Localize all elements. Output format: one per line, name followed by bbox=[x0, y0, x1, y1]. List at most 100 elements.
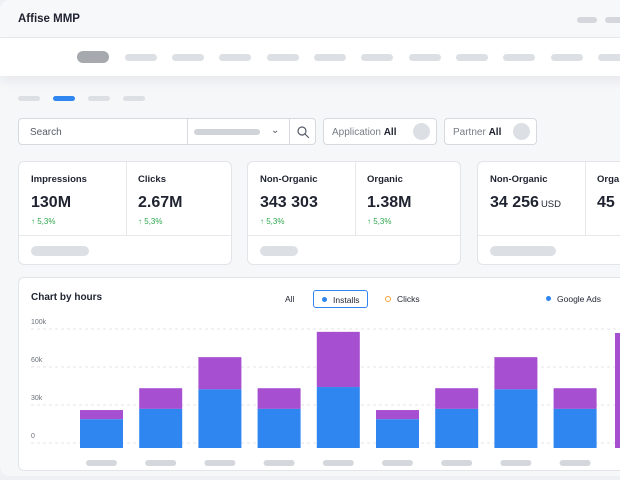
bar-installs[interactable] bbox=[553, 408, 597, 448]
bar-installs[interactable] bbox=[435, 408, 479, 448]
bar-clicks-partial[interactable] bbox=[615, 333, 620, 448]
bar-clicks[interactable] bbox=[435, 388, 479, 409]
bar-installs[interactable] bbox=[376, 419, 419, 448]
subtab[interactable] bbox=[123, 96, 145, 101]
metric-change: ↑ 5,3% bbox=[367, 217, 392, 226]
chart-card: Chart by hours All Installs Clicks Googl… bbox=[18, 277, 620, 471]
application-filter-text: Application All bbox=[332, 127, 396, 138]
x-tick-placeholder bbox=[86, 460, 117, 466]
bar-clicks[interactable] bbox=[494, 357, 538, 390]
legend-clicks[interactable]: Clicks bbox=[385, 290, 420, 308]
metric-value-number: 2.67M bbox=[138, 194, 183, 211]
bar-installs[interactable] bbox=[80, 419, 123, 448]
subtab-active[interactable] bbox=[53, 96, 75, 101]
metric-name: Organic bbox=[367, 174, 403, 185]
search-icon[interactable] bbox=[296, 125, 310, 139]
x-tick-placeholder bbox=[263, 460, 295, 466]
metric-name: Orga bbox=[597, 174, 620, 185]
application-filter-value: All bbox=[383, 127, 397, 138]
metric-change: ↑ 5,3% bbox=[260, 217, 285, 226]
metric-value-number: 343 303 bbox=[260, 194, 318, 211]
metric-value: 1.38M bbox=[367, 194, 411, 212]
partner-filter-text: Partner All bbox=[453, 127, 501, 138]
application-toggle[interactable] bbox=[413, 123, 430, 140]
x-tick-placeholder bbox=[204, 460, 236, 466]
metric: Impressions 130M ↑ 5,3% bbox=[31, 174, 87, 226]
bar-clicks[interactable] bbox=[198, 357, 242, 390]
legend-all[interactable]: All bbox=[285, 294, 295, 304]
x-tick-placeholder bbox=[382, 460, 413, 466]
metric-name: Non-Organic bbox=[490, 174, 548, 185]
nav-item[interactable] bbox=[456, 54, 488, 61]
nav-item[interactable] bbox=[361, 54, 393, 61]
clicks-ring-icon bbox=[385, 295, 391, 302]
metric-name: Non-Organic bbox=[260, 174, 318, 185]
legend-google-ads-label: Google Ads bbox=[557, 294, 601, 304]
google-ads-dot-icon bbox=[546, 296, 551, 302]
divider bbox=[187, 119, 188, 144]
chevron-down-icon[interactable]: ⌄ bbox=[271, 125, 280, 136]
bar-installs[interactable] bbox=[494, 389, 538, 448]
bar-installs[interactable] bbox=[198, 389, 242, 448]
bar-clicks[interactable] bbox=[80, 410, 123, 420]
maximize-button[interactable] bbox=[605, 17, 620, 23]
divider bbox=[355, 162, 356, 235]
subtab[interactable] bbox=[18, 96, 40, 101]
dropdown-value[interactable] bbox=[194, 129, 260, 135]
nav-item[interactable] bbox=[409, 54, 441, 61]
search-input[interactable]: Search bbox=[30, 127, 62, 138]
nav-item[interactable] bbox=[125, 54, 157, 61]
metric-change: ↑ 5,3% bbox=[138, 217, 163, 226]
metric-value: 45 bbox=[597, 194, 619, 212]
subtab[interactable] bbox=[88, 96, 110, 101]
nav-item[interactable] bbox=[598, 54, 620, 61]
metric-value: 34 256 USD bbox=[490, 194, 561, 212]
bar-clicks[interactable] bbox=[376, 410, 419, 420]
card-footer-link[interactable] bbox=[31, 246, 89, 256]
legend-google-ads[interactable]: Google Ads bbox=[546, 290, 601, 308]
application-filter[interactable]: Application All bbox=[323, 118, 437, 145]
stats-card: Non-Organic 343 303 ↑ 5,3% Organic 1.38M… bbox=[247, 161, 461, 265]
stats-card: Impressions 130M ↑ 5,3% Clicks 2.67M ↑ 5… bbox=[18, 161, 232, 265]
bar-clicks[interactable] bbox=[257, 388, 301, 409]
nav-item[interactable] bbox=[219, 54, 251, 61]
nav-item[interactable] bbox=[267, 54, 299, 61]
nav-item-active[interactable] bbox=[77, 51, 109, 63]
metric: Organic 1.38M ↑ 5,3% bbox=[367, 174, 411, 226]
bar-clicks[interactable] bbox=[316, 331, 360, 388]
nav-item[interactable] bbox=[172, 54, 204, 61]
card-footer-link[interactable] bbox=[260, 246, 298, 256]
minimize-button[interactable] bbox=[577, 17, 597, 23]
y-tick-label: 30k bbox=[31, 395, 43, 402]
bar-clicks[interactable] bbox=[139, 388, 183, 409]
nav-item[interactable] bbox=[551, 54, 583, 61]
metric-value: 343 303 bbox=[260, 194, 318, 212]
divider bbox=[478, 235, 620, 236]
divider bbox=[126, 162, 127, 235]
nav-item[interactable] bbox=[314, 54, 346, 61]
app-title: Affise MMP bbox=[18, 13, 80, 25]
divider bbox=[248, 235, 460, 236]
bar-installs[interactable] bbox=[316, 387, 360, 448]
metric-value: 2.67M bbox=[138, 194, 182, 212]
bar-installs[interactable] bbox=[139, 408, 183, 448]
partner-filter-label: Partner bbox=[453, 127, 486, 138]
card-footer-link[interactable] bbox=[490, 246, 556, 256]
divider bbox=[19, 235, 231, 236]
legend-installs[interactable]: Installs bbox=[313, 290, 369, 308]
partner-filter[interactable]: Partner All bbox=[444, 118, 537, 145]
x-tick-placeholder bbox=[559, 460, 591, 466]
divider bbox=[585, 162, 586, 235]
legend-installs-label: Installs bbox=[333, 295, 360, 305]
divider bbox=[289, 119, 290, 144]
y-tick-label: 60k bbox=[31, 357, 43, 364]
metric: Non-Organic 34 256 USD bbox=[490, 174, 561, 212]
bar-clicks[interactable] bbox=[553, 388, 597, 409]
x-tick-placeholder bbox=[500, 460, 532, 466]
partner-toggle[interactable] bbox=[513, 123, 530, 140]
bar-installs[interactable] bbox=[257, 408, 301, 448]
nav-item[interactable] bbox=[503, 54, 535, 61]
search-bar[interactable]: Search ⌄ bbox=[18, 118, 316, 145]
metric-value-number: 34 256 bbox=[490, 194, 539, 211]
